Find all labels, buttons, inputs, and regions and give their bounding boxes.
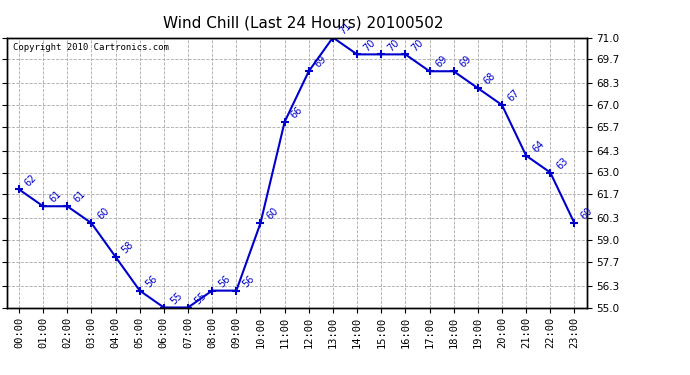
- Text: Copyright 2010 Cartronics.com: Copyright 2010 Cartronics.com: [12, 43, 168, 52]
- Text: 56: 56: [241, 273, 256, 289]
- Text: 69: 69: [458, 54, 473, 70]
- Text: 60: 60: [265, 206, 280, 222]
- Text: 70: 70: [362, 37, 377, 53]
- Text: 61: 61: [48, 189, 63, 205]
- Text: 55: 55: [168, 290, 184, 306]
- Text: 62: 62: [23, 172, 39, 188]
- Text: 55: 55: [193, 290, 208, 306]
- Text: 60: 60: [579, 206, 594, 222]
- Text: 69: 69: [434, 54, 449, 70]
- Text: 56: 56: [144, 273, 159, 289]
- Text: Wind Chill (Last 24 Hours) 20100502: Wind Chill (Last 24 Hours) 20100502: [164, 15, 444, 30]
- Text: 71: 71: [337, 20, 353, 36]
- Text: 58: 58: [120, 240, 135, 255]
- Text: 61: 61: [72, 189, 87, 205]
- Text: 68: 68: [482, 71, 497, 87]
- Text: 70: 70: [386, 37, 401, 53]
- Text: 70: 70: [410, 37, 425, 53]
- Text: 60: 60: [96, 206, 111, 222]
- Text: 66: 66: [289, 105, 304, 120]
- Text: 69: 69: [313, 54, 328, 70]
- Text: 63: 63: [555, 155, 570, 171]
- Text: 67: 67: [506, 88, 522, 104]
- Text: 56: 56: [217, 273, 232, 289]
- Text: 64: 64: [531, 138, 546, 154]
